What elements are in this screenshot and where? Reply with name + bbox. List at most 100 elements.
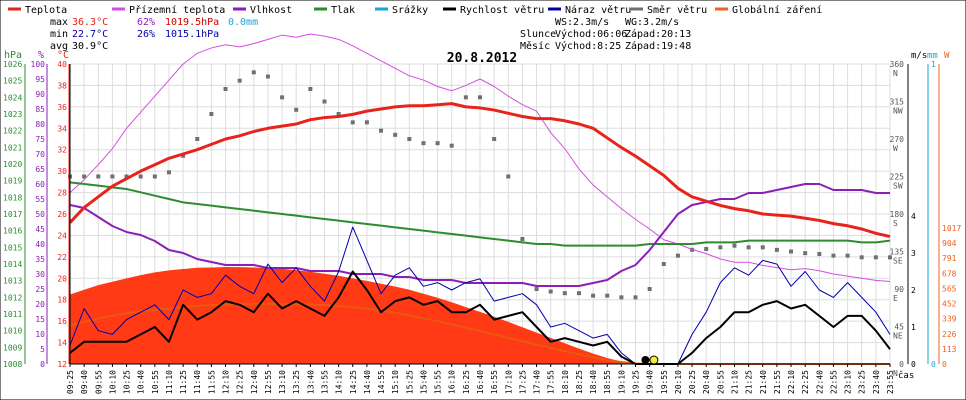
temperature-tick-label: 16 [57, 317, 67, 326]
temperature-line [68, 102, 891, 238]
legend-label-9: Globální záření [732, 4, 822, 16]
wind-direction-point [859, 255, 864, 260]
x-tick-label: 16:10 [448, 370, 457, 394]
x-tick-label: 14:10 [335, 370, 344, 394]
temperature-tick-label: 40 [57, 60, 67, 69]
radiation-axis-unit: W [944, 51, 950, 61]
x-tick-label: 10:40 [137, 370, 146, 394]
wind-direction-point [746, 245, 751, 250]
wind-direction-point [407, 137, 412, 141]
x-tick-label: 12:25 [236, 370, 245, 394]
wind-direction-point [605, 293, 610, 298]
humidity-tick-label: 35 [35, 255, 45, 264]
humidity-tick-label: 0 [40, 360, 45, 369]
wind-direction-point [520, 237, 525, 241]
wind-direction-point [888, 255, 892, 260]
humidity-tick-label: 85 [35, 105, 45, 114]
wind-direction-point [718, 245, 723, 250]
stats-sun-label: Slunce [520, 29, 556, 40]
x-tick-label: 19:55 [660, 370, 669, 394]
hpa-tick-label: 1021 [3, 143, 22, 152]
temperature-tick-label: 12 [57, 360, 67, 369]
wind-direction-point [350, 120, 355, 125]
x-tick-label: 18:55 [603, 370, 612, 394]
wind-gust-line [69, 226, 891, 365]
wind-direction-point [393, 132, 398, 137]
wind-direction-point [280, 95, 285, 100]
wind-direction-point [661, 262, 666, 266]
wind-direction-point [576, 291, 581, 296]
temperature-tick-label: 30 [57, 167, 67, 176]
wind-direction-point [803, 251, 808, 256]
temperature-tick-label: 26 [57, 210, 67, 219]
direction-tick-value: 315 [890, 98, 905, 107]
wind-speed-axis-unit: m/s [911, 51, 927, 61]
wind-direction-point [294, 107, 299, 112]
direction-tick-value: 180 [890, 210, 905, 219]
x-tick-label: 12:55 [264, 370, 273, 394]
stats-avg-label: avg [50, 41, 68, 52]
x-tick-label: 19:25 [632, 370, 641, 394]
x-tick-label: 21:25 [745, 370, 754, 394]
stats-moon-rise: Východ:8:25 [555, 40, 621, 52]
wind-speed-tick-label: 4 [911, 212, 916, 221]
stats-min-hum: 26% [137, 29, 155, 40]
hpa-tick-label: 1014 [3, 260, 22, 269]
wind-speed-tick-label: 3 [911, 249, 916, 258]
x-tick-label: 23:55 [886, 370, 895, 394]
x-tick-label: 17:40 [533, 370, 542, 394]
radiation-tick-label: 565 [942, 284, 957, 293]
stats-min-label: min [50, 29, 68, 40]
pressure-line [69, 181, 891, 247]
precip-tick-label: 0 [931, 360, 936, 369]
wind-direction-point [336, 112, 341, 116]
humidity-tick-label: 95 [35, 75, 45, 84]
x-tick-label: 20:25 [688, 370, 697, 394]
wind-direction-point [209, 112, 214, 116]
direction-tick-compass: N [893, 369, 898, 378]
humidity-tick-label: 80 [35, 120, 45, 129]
wind-direction-point [675, 253, 680, 258]
hpa-axis-unit: hPa [4, 50, 22, 61]
hpa-tick-label: 1020 [3, 160, 22, 169]
hpa-tick-label: 1008 [3, 360, 22, 369]
x-tick-label: 12:40 [250, 370, 259, 394]
wind-direction-point [619, 295, 624, 300]
direction-tick-compass: S [893, 219, 898, 228]
humidity-tick-label: 50 [35, 210, 45, 219]
legend: Teplota Přízemní teplota Vlhkost Tlak Srážky… [8, 4, 822, 16]
x-tick-label: 12:10 [222, 370, 231, 394]
wind-direction-point [845, 253, 850, 258]
stats-sun-rise: Východ:06:06 [555, 28, 627, 40]
humidity-tick-label: 70 [35, 150, 45, 159]
hpa-tick-label: 1016 [3, 227, 22, 236]
legend-label-2: Přízemní teplota [129, 4, 225, 16]
x-tick-label: 10:10 [108, 370, 117, 394]
radiation-tick-label: 452 [942, 300, 957, 309]
stats-min-press: 1015.1hPa [165, 29, 219, 40]
stats-sun-set: Západ:20:13 [625, 28, 691, 40]
humidity-axis-unit: % [38, 50, 44, 61]
stats-avg-temp: 30.9°C [72, 41, 108, 52]
line-series [68, 33, 891, 365]
hpa-tick-label: 1018 [3, 193, 22, 202]
wind-direction-point [647, 287, 652, 291]
stats-max-hum: 62% [137, 17, 155, 28]
direction-tick-value: 225 [890, 173, 905, 182]
x-tick-label: 11:55 [207, 370, 216, 394]
temperature-tick-label: 18 [57, 296, 67, 305]
humidity-tick-label: 5 [40, 345, 45, 354]
stats-max-temp: 36.3°C [72, 17, 108, 28]
stats-panel: max 36.3°C 62% 1019.5hPa 0.0mm min 22.7°… [50, 17, 691, 52]
x-tick-label: 21:10 [730, 370, 739, 394]
x-tick-label: 22:55 [829, 370, 838, 394]
x-tick-label: 23:25 [858, 370, 867, 394]
wind-direction-point [124, 174, 129, 179]
direction-tick-value: 135 [890, 248, 905, 257]
precip-tick-label: 1 [931, 60, 936, 69]
wind-direction-point [774, 247, 779, 252]
x-tick-label: 19:40 [646, 370, 655, 394]
x-tick-label: 11:25 [179, 370, 188, 394]
wind-direction-point [96, 174, 101, 179]
